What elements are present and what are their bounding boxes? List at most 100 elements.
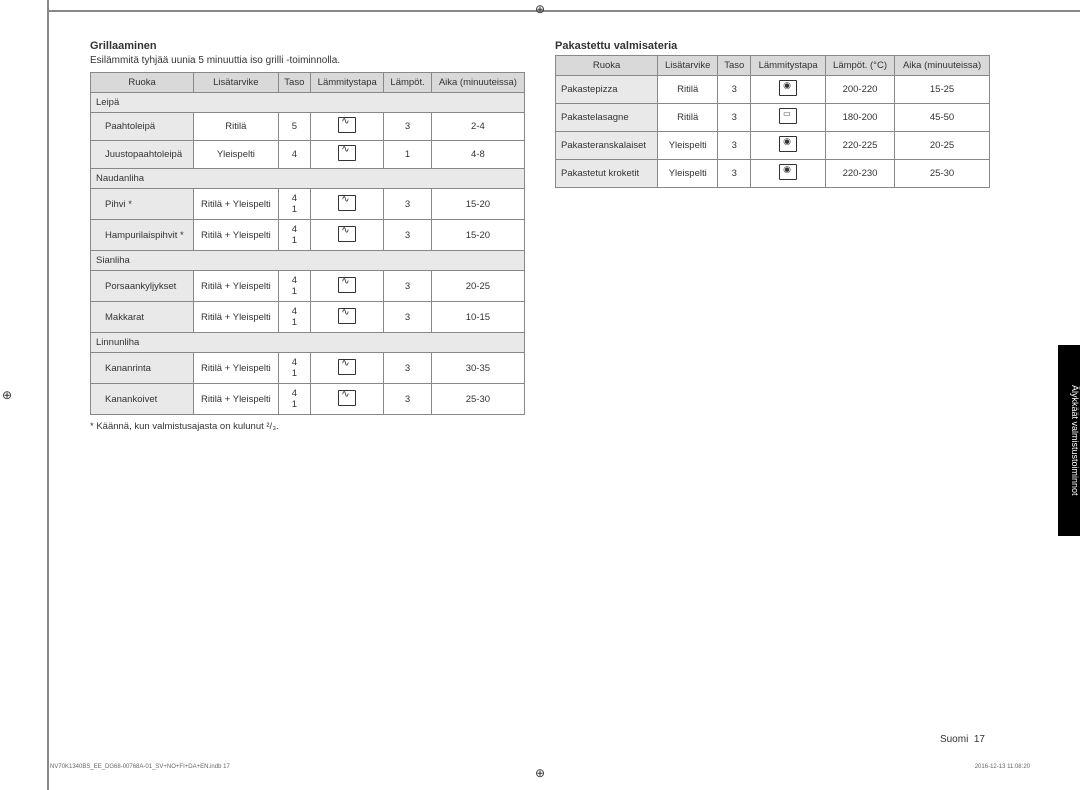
temp-cell: 220-230 <box>825 160 894 188</box>
grilling-table: Ruoka Lisätarvike Taso Lämmitystapa Lämp… <box>90 72 525 415</box>
group-row: Linnunliha <box>91 333 525 353</box>
accessory-cell: Ritilä + Yleispelti <box>194 271 278 302</box>
col-time: Aika (minuuteissa) <box>431 73 524 93</box>
mode-cell <box>751 76 826 104</box>
page-content: Grillaaminen Esilämmitä tyhjää uunia 5 m… <box>0 0 1080 462</box>
time-cell: 15-20 <box>431 189 524 220</box>
grilling-subtext: Esilämmitä tyhjää uunia 5 minuuttia iso … <box>90 55 525 66</box>
page-number: Suomi 17 <box>940 734 985 745</box>
grill-mode-icon <box>338 308 356 324</box>
frozen-table: Ruoka Lisätarvike Taso Lämmitystapa Lämp… <box>555 55 990 188</box>
time-cell: 15-25 <box>895 76 990 104</box>
temp-cell: 3 <box>384 384 431 415</box>
col-temp: Lämpöt. (°C) <box>825 56 894 76</box>
footer-date: 2016-12-13 11:08:20 <box>975 764 1030 770</box>
food-cell: Kananrinta <box>91 353 194 384</box>
temp-cell: 3 <box>384 220 431 251</box>
food-cell: Makkarat <box>91 302 194 333</box>
level-cell: 3 <box>718 104 751 132</box>
accessory-cell: Ritilä + Yleispelti <box>194 353 278 384</box>
temp-cell: 1 <box>384 141 431 169</box>
time-cell: 30-35 <box>431 353 524 384</box>
col-temp: Lämpöt. <box>384 73 431 93</box>
table-row: PakasteranskalaisetYleispelti3220-22520-… <box>556 132 990 160</box>
mode-cell <box>311 113 384 141</box>
temp-cell: 200-220 <box>825 76 894 104</box>
registration-mark: ⊕ <box>535 2 545 16</box>
food-cell: Juustopaahtoleipä <box>91 141 194 169</box>
accessory-cell: Yleispelti <box>658 132 718 160</box>
accessory-cell: Yleispelti <box>658 160 718 188</box>
time-cell: 15-20 <box>431 220 524 251</box>
temp-cell: 3 <box>384 302 431 333</box>
level-cell: 4 1 <box>278 271 310 302</box>
mode-cell <box>751 104 826 132</box>
accessory-cell: Yleispelti <box>194 141 278 169</box>
table-row: PorsaankyljyksetRitilä + Yleispelti4 1 32… <box>91 271 525 302</box>
table-row: KananrintaRitilä + Yleispelti4 1330-35 <box>91 353 525 384</box>
table-row: JuustopaahtoleipäYleispelti4 14-8 <box>91 141 525 169</box>
table-row: Hampurilaispihvit *Ritilä + Yleispelti4 … <box>91 220 525 251</box>
time-cell: 25-30 <box>431 384 524 415</box>
grill-mode-icon <box>338 195 356 211</box>
registration-mark: ⊕ <box>2 388 12 402</box>
level-cell: 4 1 <box>278 220 310 251</box>
mode-cell <box>311 189 384 220</box>
food-cell: Pakasteranskalaiset <box>556 132 658 160</box>
level-cell: 4 1 <box>278 384 310 415</box>
page-num: 17 <box>974 734 985 745</box>
level-cell: 3 <box>718 160 751 188</box>
level-cell: 4 <box>278 141 310 169</box>
table-row: Pakastetut kroketitYleispelti3220-23025-… <box>556 160 990 188</box>
registration-mark: ⊕ <box>535 766 545 780</box>
col-food: Ruoka <box>556 56 658 76</box>
table-row: PaahtoleipäRitilä532-4 <box>91 113 525 141</box>
grill-mode-icon <box>338 359 356 375</box>
table-row: KanankoivetRitilä + Yleispelti4 1325-30 <box>91 384 525 415</box>
table-row: PakastepizzaRitilä3200-22015-25 <box>556 76 990 104</box>
food-cell: Hampurilaispihvit * <box>91 220 194 251</box>
grill-mode-icon <box>338 390 356 406</box>
grilling-heading: Grillaaminen <box>90 40 525 52</box>
group-row: Sianliha <box>91 251 525 271</box>
mode-cell <box>311 271 384 302</box>
mode-cell <box>311 353 384 384</box>
table-row: Pihvi *Ritilä + Yleispelti4 1315-20 <box>91 189 525 220</box>
col-mode: Lämmitystapa <box>311 73 384 93</box>
col-level: Taso <box>718 56 751 76</box>
mode-cell <box>311 220 384 251</box>
fan-mode-icon <box>779 164 797 180</box>
accessory-cell: Ritilä <box>194 113 278 141</box>
temp-cell: 180-200 <box>825 104 894 132</box>
accessory-cell: Ritilä + Yleispelti <box>194 189 278 220</box>
fan-mode-icon <box>779 80 797 96</box>
food-cell: Pakastepizza <box>556 76 658 104</box>
food-cell: Porsaankyljykset <box>91 271 194 302</box>
time-cell: 2-4 <box>431 113 524 141</box>
left-column: Grillaaminen Esilämmitä tyhjää uunia 5 m… <box>90 40 525 432</box>
temp-cell: 3 <box>384 271 431 302</box>
food-cell: Paahtoleipä <box>91 113 194 141</box>
food-cell: Pakastelasagne <box>556 104 658 132</box>
group-row: Leipä <box>91 93 525 113</box>
time-cell: 10-15 <box>431 302 524 333</box>
accessory-cell: Ritilä + Yleispelti <box>194 384 278 415</box>
mode-cell <box>311 141 384 169</box>
temp-cell: 220-225 <box>825 132 894 160</box>
time-cell: 45-50 <box>895 104 990 132</box>
table-row: PakastelasagneRitilä3180-20045-50 <box>556 104 990 132</box>
time-cell: 20-25 <box>431 271 524 302</box>
col-food: Ruoka <box>91 73 194 93</box>
time-cell: 4-8 <box>431 141 524 169</box>
conv-mode-icon <box>779 108 797 124</box>
food-cell: Pihvi * <box>91 189 194 220</box>
mode-cell <box>751 160 826 188</box>
lang-label: Suomi <box>940 734 968 745</box>
time-cell: 20-25 <box>895 132 990 160</box>
mode-cell <box>311 302 384 333</box>
mode-cell <box>751 132 826 160</box>
accessory-cell: Ritilä <box>658 76 718 104</box>
food-cell: Pakastetut kroketit <box>556 160 658 188</box>
grill-mode-icon <box>338 226 356 242</box>
temp-cell: 3 <box>384 113 431 141</box>
